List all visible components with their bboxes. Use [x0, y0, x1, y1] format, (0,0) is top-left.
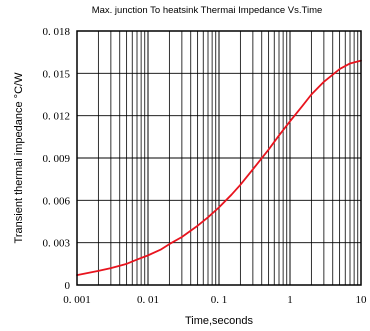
x-tick-label: 0. 001 — [63, 294, 91, 306]
x-tick-label: 0. 1 — [211, 294, 228, 306]
series-layer — [76, 59, 362, 277]
x-tick-label: 1 — [287, 294, 293, 306]
y-axis-label: Transient thermal impedance °C/W — [13, 72, 25, 244]
y-tick-label: 0. 009 — [43, 153, 71, 165]
y-tick-label: 0. 015 — [43, 68, 71, 80]
chart-title: Max. junction To heatsink Thermai Impeda… — [92, 5, 323, 16]
plot-frame — [76, 30, 362, 286]
x-tick-labels: 0. 001 0. 01 0. 1 1 10 — [63, 294, 367, 306]
x-tick-label: 0. 01 — [137, 294, 159, 306]
series-line — [76, 59, 362, 277]
x-axis-label: Time,seconds — [185, 315, 254, 327]
y-tick-label: 0 — [65, 280, 71, 292]
y-tick-labels: 0 0. 003 0. 006 0. 009 0. 012 0. 015 0. 018 — [43, 26, 71, 292]
y-tick-label: 0. 012 — [43, 111, 71, 123]
x-tick-label: 10 — [356, 294, 368, 306]
y-tick-label: 0. 018 — [43, 26, 71, 38]
y-tick-label: 0. 006 — [43, 195, 71, 207]
y-tick-label: 0. 003 — [43, 238, 71, 250]
